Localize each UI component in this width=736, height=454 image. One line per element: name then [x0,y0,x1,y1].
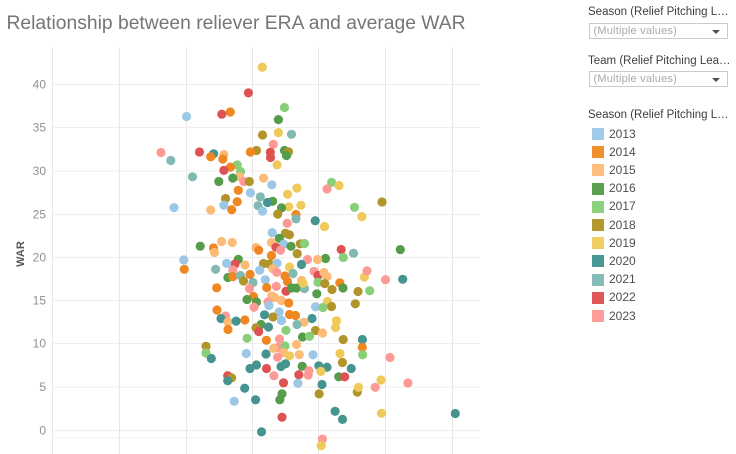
svg-text:10: 10 [33,337,47,351]
svg-text:15: 15 [33,294,47,308]
svg-text:5: 5 [39,380,46,394]
svg-text:0: 0 [39,424,46,438]
svg-text:30: 30 [33,164,47,178]
svg-text:25: 25 [33,208,47,222]
svg-text:WAR: WAR [15,241,27,267]
svg-text:40: 40 [33,78,47,92]
svg-text:35: 35 [33,121,47,135]
svg-text:20: 20 [33,251,47,265]
